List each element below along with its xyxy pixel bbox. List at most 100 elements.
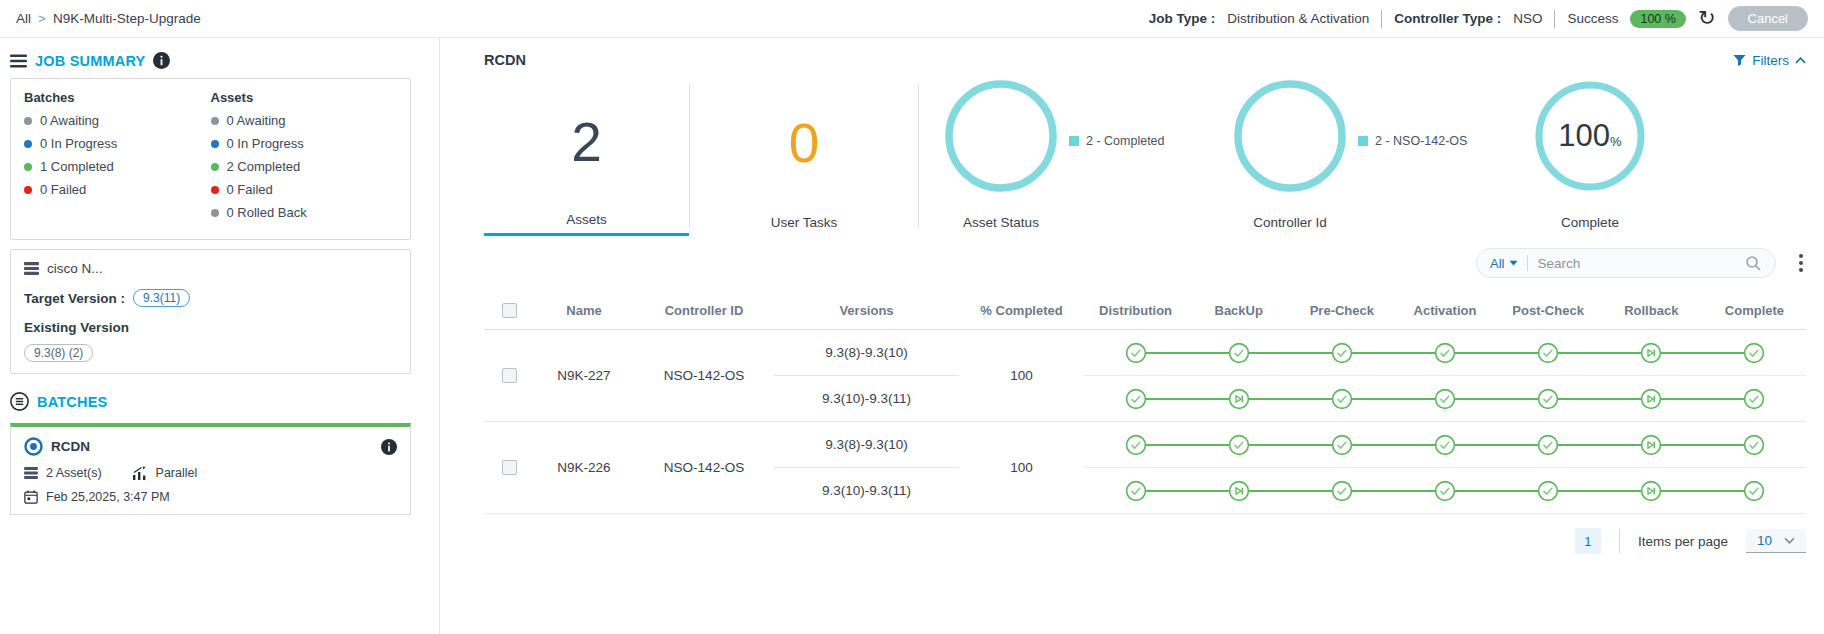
row-checkbox[interactable] bbox=[502, 368, 517, 383]
percent-completed: 100 bbox=[959, 368, 1084, 383]
check-icon[interactable] bbox=[1497, 342, 1600, 364]
skip-icon[interactable] bbox=[1600, 480, 1703, 502]
versions-cell: 9.3(8)-9.3(10)9.3(10)-9.3(11) bbox=[774, 422, 959, 513]
device-name: cisco N... bbox=[47, 261, 103, 276]
skip-icon[interactable] bbox=[1600, 342, 1703, 364]
asset-name: N9K-226 bbox=[534, 460, 634, 475]
skip-icon[interactable] bbox=[1600, 434, 1703, 456]
check-icon[interactable] bbox=[1393, 342, 1496, 364]
versions-cell: 9.3(8)-9.3(10)9.3(10)-9.3(11) bbox=[774, 330, 959, 421]
status-dot-icon bbox=[24, 186, 32, 194]
check-icon[interactable] bbox=[1187, 342, 1290, 364]
cancel-button[interactable]: Cancel bbox=[1728, 6, 1808, 31]
summary-card: Batches 0 Awaiting0 In Progress1 Complet… bbox=[10, 78, 411, 240]
job-status-text: Success bbox=[1567, 11, 1618, 26]
check-icon[interactable] bbox=[1703, 342, 1806, 364]
progress-track bbox=[1084, 467, 1806, 513]
hop-versions: 9.3(8)-9.3(10) bbox=[774, 330, 959, 375]
target-icon bbox=[24, 437, 43, 456]
status-item: 0 Awaiting bbox=[211, 113, 398, 128]
controller-id-chart: Controller Id 2 - NSO-142-OS bbox=[1234, 72, 1534, 236]
check-icon[interactable] bbox=[1187, 434, 1290, 456]
skip-icon[interactable] bbox=[1187, 388, 1290, 410]
column-header-complete: Complete bbox=[1703, 303, 1806, 318]
column-header-completed: % Completed bbox=[959, 303, 1084, 318]
status-dot-icon bbox=[211, 140, 219, 148]
search-scope-dropdown[interactable]: All bbox=[1490, 256, 1518, 271]
refresh-icon[interactable]: ↻ bbox=[1698, 8, 1716, 29]
page-number[interactable]: 1 bbox=[1575, 528, 1601, 554]
check-icon[interactable] bbox=[1393, 434, 1496, 456]
check-icon[interactable] bbox=[1703, 480, 1806, 502]
parallel-icon bbox=[132, 466, 148, 480]
info-icon[interactable] bbox=[381, 439, 397, 455]
pagination: 1 Items per page 10 bbox=[484, 528, 1806, 554]
check-icon[interactable] bbox=[1703, 434, 1806, 456]
status-dot-icon bbox=[211, 163, 219, 171]
legend-swatch bbox=[1069, 136, 1079, 146]
batches-summary-title: Batches bbox=[24, 90, 211, 105]
percent-sign: % bbox=[1610, 134, 1622, 149]
check-icon[interactable] bbox=[1497, 388, 1600, 410]
status-dot-icon bbox=[211, 186, 219, 194]
status-item: 0 Failed bbox=[211, 182, 398, 197]
check-icon[interactable] bbox=[1084, 434, 1187, 456]
assets-summary-title: Assets bbox=[211, 90, 398, 105]
breadcrumb-separator: > bbox=[38, 11, 46, 26]
info-icon[interactable] bbox=[153, 52, 170, 69]
check-icon[interactable] bbox=[1290, 434, 1393, 456]
check-icon[interactable] bbox=[1497, 434, 1600, 456]
row-checkbox[interactable] bbox=[502, 460, 517, 475]
status-dot-icon bbox=[24, 163, 32, 171]
batch-timestamp: Feb 25,2025, 3:47 PM bbox=[46, 490, 170, 504]
search-icon[interactable] bbox=[1744, 254, 1762, 272]
check-icon[interactable] bbox=[1290, 388, 1393, 410]
hop-versions: 9.3(8)-9.3(10) bbox=[774, 422, 959, 467]
check-icon[interactable] bbox=[1084, 480, 1187, 502]
column-header-name: Name bbox=[534, 303, 634, 318]
batches-status-list: 0 Awaiting0 In Progress1 Completed0 Fail… bbox=[24, 113, 211, 197]
batches-title: BATCHES bbox=[37, 394, 107, 410]
skip-icon[interactable] bbox=[1187, 480, 1290, 502]
status-dot-icon bbox=[211, 117, 219, 125]
check-icon[interactable] bbox=[1084, 388, 1187, 410]
progress-track bbox=[1084, 375, 1806, 421]
server-icon bbox=[24, 262, 39, 275]
assets-table: NameController IDVersions% CompletedDist… bbox=[484, 292, 1806, 514]
filter-icon bbox=[1733, 54, 1746, 67]
column-header-backup: BackUp bbox=[1187, 303, 1290, 318]
filters-label: Filters bbox=[1752, 53, 1789, 68]
status-text: 0 Failed bbox=[40, 182, 86, 197]
kebab-menu-icon[interactable] bbox=[1796, 251, 1806, 275]
user-tasks-stat-label: User Tasks bbox=[771, 215, 838, 230]
skip-icon[interactable] bbox=[1600, 388, 1703, 410]
select-all-checkbox[interactable] bbox=[502, 303, 517, 318]
status-dot-icon bbox=[24, 117, 32, 125]
check-icon[interactable] bbox=[1290, 342, 1393, 364]
status-item: 0 In Progress bbox=[24, 136, 211, 151]
check-icon[interactable] bbox=[1393, 480, 1496, 502]
hamburger-icon bbox=[10, 54, 27, 68]
breadcrumb-root[interactable]: All bbox=[16, 11, 31, 26]
status-text: 0 Awaiting bbox=[40, 113, 99, 128]
status-text: 0 Failed bbox=[227, 182, 273, 197]
page-size-select[interactable]: 10 bbox=[1746, 529, 1806, 553]
controller-id: NSO-142-OS bbox=[634, 368, 774, 383]
controller-id-legend: 2 - NSO-142-OS bbox=[1358, 134, 1467, 148]
tab-assets[interactable]: 2 Assets bbox=[484, 72, 689, 236]
check-icon[interactable] bbox=[1290, 480, 1393, 502]
check-icon[interactable] bbox=[1703, 388, 1806, 410]
complete-percent: 100 bbox=[1558, 118, 1610, 154]
check-icon[interactable] bbox=[1393, 388, 1496, 410]
filters-toggle[interactable]: Filters bbox=[1733, 53, 1806, 68]
tab-user-tasks[interactable]: 0 User Tasks bbox=[690, 72, 918, 236]
check-icon[interactable] bbox=[1084, 342, 1187, 364]
search-input[interactable] bbox=[1537, 256, 1735, 271]
progress-track bbox=[1084, 330, 1806, 375]
assets-stat-label: Assets bbox=[566, 212, 607, 227]
check-icon[interactable] bbox=[1497, 480, 1600, 502]
top-bar: All > N9K-Multi-Step-Upgrade Job Type : … bbox=[0, 0, 1824, 38]
percent-completed: 100 bbox=[959, 460, 1084, 475]
batch-card[interactable]: RCDN 2 Asset(s) Parallel Feb 25,2025, 3:… bbox=[10, 423, 411, 515]
chevron-down-icon bbox=[1784, 537, 1795, 544]
